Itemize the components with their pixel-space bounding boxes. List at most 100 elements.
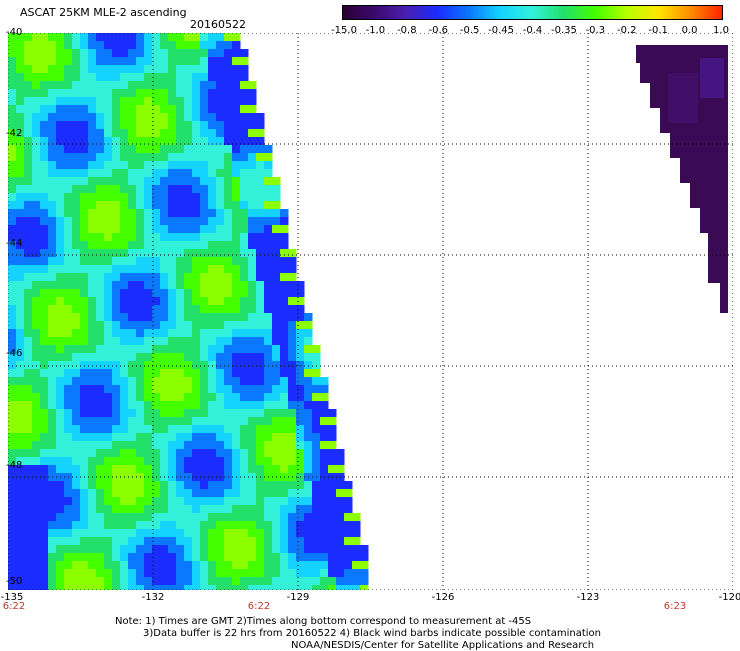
swath-cell xyxy=(240,545,249,554)
swath-cell xyxy=(104,529,113,538)
swath-cell xyxy=(8,457,17,466)
swath-cell xyxy=(200,249,209,258)
map-canvas xyxy=(8,33,733,590)
swath-cell xyxy=(136,417,145,426)
swath-cell xyxy=(88,385,97,394)
swath-cell xyxy=(200,465,209,474)
swath-cell xyxy=(184,377,193,386)
swath-cell xyxy=(296,449,305,458)
swath-cell xyxy=(176,241,185,250)
swath-cell xyxy=(16,425,25,434)
swath-cell xyxy=(216,553,225,562)
swath-cell xyxy=(216,409,225,418)
swath-cell xyxy=(344,529,353,538)
swath-cell xyxy=(256,289,265,298)
swath-cell xyxy=(232,553,241,562)
swath-cell xyxy=(224,561,233,570)
swath-cell xyxy=(80,537,89,546)
swath-cell xyxy=(32,193,41,202)
swath-cell xyxy=(24,201,33,210)
swath-cell xyxy=(336,585,345,590)
swath-cell xyxy=(200,289,209,298)
swath-cell xyxy=(336,553,345,562)
swath-cell xyxy=(296,545,305,554)
swath-cell xyxy=(104,113,113,122)
swath-cell xyxy=(48,129,57,138)
swath-cell xyxy=(16,345,25,354)
swath-cell xyxy=(344,489,353,498)
swath-cell xyxy=(184,561,193,570)
swath-cell xyxy=(320,393,329,402)
swath-cell xyxy=(272,233,281,242)
swath-cell xyxy=(312,345,321,354)
swath-cell xyxy=(88,569,97,578)
swath-cell xyxy=(136,481,145,490)
swath-cell xyxy=(104,545,113,554)
swath-cell xyxy=(200,433,209,442)
swath-cell xyxy=(240,361,249,370)
swath-cell xyxy=(328,521,337,530)
swath-cell xyxy=(8,369,17,378)
swath-cell xyxy=(256,369,265,378)
swath-cell xyxy=(104,185,113,194)
swath-cell xyxy=(104,97,113,106)
swath-cell xyxy=(200,417,209,426)
swath-cell xyxy=(272,241,281,250)
swath-cell xyxy=(240,249,249,258)
swath-cell xyxy=(48,401,57,410)
swath-cell xyxy=(240,521,249,530)
swath-cell xyxy=(24,161,33,170)
swath-cell xyxy=(208,209,217,218)
swath-cell xyxy=(312,361,321,370)
colorbar-label: -0.4 xyxy=(522,25,543,36)
swath-cell xyxy=(168,185,177,194)
swath-cell xyxy=(160,345,169,354)
swath-cell xyxy=(152,449,161,458)
swath-cell xyxy=(152,153,161,162)
swath-cell xyxy=(216,529,225,538)
swath-cell xyxy=(8,33,17,42)
swath-cell xyxy=(8,97,17,106)
swath-cell xyxy=(120,145,129,154)
swath-cell xyxy=(168,281,177,290)
swath-cell xyxy=(192,193,201,202)
swath-cell xyxy=(304,361,313,370)
swath-cell xyxy=(80,201,89,210)
swath-cell xyxy=(104,553,113,562)
swath-cell xyxy=(104,577,113,586)
swath-cell xyxy=(72,385,81,394)
swath-cell xyxy=(240,185,249,194)
swath-cell xyxy=(176,433,185,442)
swath-cell xyxy=(184,385,193,394)
swath-cell xyxy=(216,169,225,178)
swath-cell xyxy=(72,449,81,458)
swath-cell xyxy=(264,201,273,210)
swath-cell xyxy=(304,561,313,570)
swath-cell xyxy=(56,481,65,490)
swath-cell xyxy=(176,449,185,458)
swath-cell xyxy=(64,505,73,514)
swath-cell xyxy=(120,321,129,330)
swath-cell xyxy=(296,305,305,314)
swath-cell xyxy=(192,73,201,82)
swath-cell xyxy=(208,153,217,162)
swath-cell xyxy=(232,401,241,410)
swath-cell xyxy=(8,217,17,226)
swath-cell xyxy=(88,361,97,370)
swath-cell xyxy=(88,273,97,282)
swath-cell xyxy=(40,313,49,322)
swath-cell xyxy=(176,585,185,590)
swath-cell xyxy=(88,553,97,562)
swath-cell xyxy=(80,417,89,426)
swath-cell xyxy=(192,89,201,98)
swath-cell xyxy=(336,505,345,514)
swath-cell xyxy=(8,121,17,130)
swath-cell xyxy=(56,97,65,106)
swath-cell xyxy=(112,577,121,586)
swath-cell xyxy=(96,57,105,66)
swath-cell xyxy=(328,425,337,434)
swath-cell xyxy=(64,161,73,170)
swath-cell xyxy=(280,257,289,266)
swath-cell xyxy=(328,577,337,586)
swath-cell xyxy=(88,465,97,474)
